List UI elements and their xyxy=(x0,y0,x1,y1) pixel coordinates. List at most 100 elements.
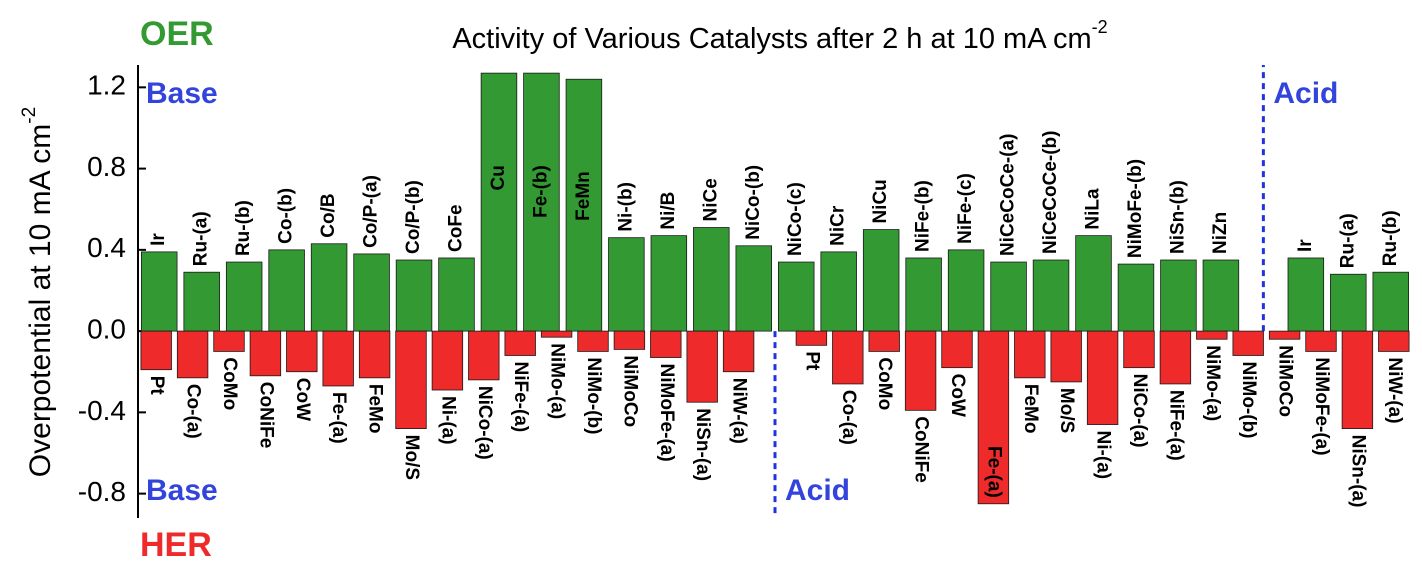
bar xyxy=(1123,330,1155,369)
y-tick-label: -0.8 xyxy=(78,476,126,507)
bar-label: CoMo xyxy=(874,357,895,410)
bar xyxy=(1341,330,1374,430)
bar xyxy=(353,253,390,332)
bar xyxy=(577,330,609,352)
group-label: Base xyxy=(146,474,218,507)
bar xyxy=(650,330,682,358)
bar xyxy=(613,330,646,350)
bar xyxy=(310,243,348,332)
bar xyxy=(1378,330,1410,352)
bar-label: NiW-(a) xyxy=(729,378,750,444)
bar-label: NiCe xyxy=(700,178,721,221)
title-text: Activity of Various Catalysts after 2 h … xyxy=(452,23,1091,55)
bar-label: Mo/S xyxy=(1056,388,1077,433)
bar-label: NiCeCoCe-(a) xyxy=(998,134,1019,256)
bar-label: NiFe-(a) xyxy=(1165,390,1186,461)
series-name: OER xyxy=(140,15,214,53)
bar-label: NiCo-(a) xyxy=(1129,374,1150,448)
bar xyxy=(722,330,755,373)
chart-title: Activity of Various Catalysts after 2 h … xyxy=(452,17,1107,55)
bar-label: CoFe xyxy=(446,204,467,252)
bar xyxy=(1372,271,1410,332)
bar-label: CoNiFe xyxy=(255,382,276,449)
bar-label: NiCr xyxy=(828,205,849,246)
bar xyxy=(504,330,536,356)
bar-label: CoNiFe xyxy=(911,416,932,483)
bar xyxy=(438,257,475,332)
bar xyxy=(977,330,1010,505)
bar xyxy=(322,330,354,387)
bar xyxy=(820,251,857,332)
bar xyxy=(608,237,645,332)
bar-label: NiSn-(a) xyxy=(1347,435,1368,508)
bar xyxy=(431,330,464,391)
bar xyxy=(395,330,427,430)
bar-label: NiCo-(a) xyxy=(474,386,495,460)
bar xyxy=(540,330,573,338)
bar-label: Pt xyxy=(146,376,167,396)
bar-label: Pt xyxy=(801,351,822,371)
bar-label: FeMn xyxy=(573,171,594,221)
bar-label: NiMoFe-(b) xyxy=(1125,159,1146,258)
bar xyxy=(1117,263,1155,332)
bar xyxy=(947,249,985,332)
bar xyxy=(1160,259,1197,332)
bar-label: NiMo-(b) xyxy=(583,357,604,434)
bar xyxy=(183,271,220,332)
bar xyxy=(1050,330,1082,383)
bar-label: Co/P-(a) xyxy=(361,175,382,248)
bar-label: Ru-(b) xyxy=(233,200,254,256)
bar xyxy=(795,330,828,346)
bar-label: NiMo-(a) xyxy=(1202,345,1223,421)
bar-label: NiFe-(a) xyxy=(510,361,531,432)
bar-label: Ni-(a) xyxy=(437,396,458,445)
bar-label: Fe-(b) xyxy=(530,165,551,218)
bar-label: CoMo xyxy=(219,357,240,410)
bar xyxy=(1196,330,1228,340)
bar-label: NiFe-(c) xyxy=(955,173,976,244)
bar xyxy=(468,330,500,381)
bar-label: Ir xyxy=(148,233,169,246)
bar-label: Mo/S xyxy=(401,435,422,480)
bar-label: Ru-(a) xyxy=(191,211,212,266)
bar xyxy=(176,330,209,379)
y-tick-label: 1.2 xyxy=(87,70,126,101)
bar-label: NiMoFe-(a) xyxy=(656,364,677,462)
bar-label: NiCo-(c) xyxy=(785,182,806,256)
group-label: Acid xyxy=(1273,77,1338,110)
group-label: Acid xyxy=(785,474,850,507)
bar xyxy=(358,330,391,379)
bar xyxy=(1287,257,1325,332)
bar xyxy=(1268,330,1301,340)
bar xyxy=(565,78,603,332)
bar-label: Co/B xyxy=(318,193,339,237)
bar xyxy=(1330,273,1367,332)
bar xyxy=(1202,259,1240,332)
bar-label: NiFe-(b) xyxy=(913,180,934,252)
bar-label: Ni-(a) xyxy=(1093,431,1114,480)
bar xyxy=(1014,330,1046,379)
y-label-superscript: -2 xyxy=(19,107,40,124)
bar-label: Fe-(a) xyxy=(328,392,349,444)
bar-label: NiCu xyxy=(870,179,891,223)
series-name: HER xyxy=(140,526,212,564)
bar xyxy=(686,330,718,403)
bar xyxy=(1305,330,1337,352)
bar xyxy=(904,330,937,411)
bar-label: NiMoFe-(a) xyxy=(1311,357,1332,455)
bar-label: NiW-(a) xyxy=(1384,357,1405,423)
bar xyxy=(1232,330,1264,356)
bar-label: Ru-(a) xyxy=(1337,213,1358,268)
bar xyxy=(395,259,433,332)
bar-label: NiCo-(b) xyxy=(743,165,764,240)
bar-label: NiLa xyxy=(1083,188,1104,230)
bar xyxy=(225,261,263,332)
bar xyxy=(777,261,815,332)
bar xyxy=(1075,235,1112,332)
bar-label: NiSn-(b) xyxy=(1167,180,1188,254)
y-tick-label: -0.4 xyxy=(78,395,126,426)
bar xyxy=(286,330,318,373)
bar xyxy=(140,330,172,371)
bar-label: FeMo xyxy=(365,384,386,434)
bar xyxy=(832,330,864,385)
